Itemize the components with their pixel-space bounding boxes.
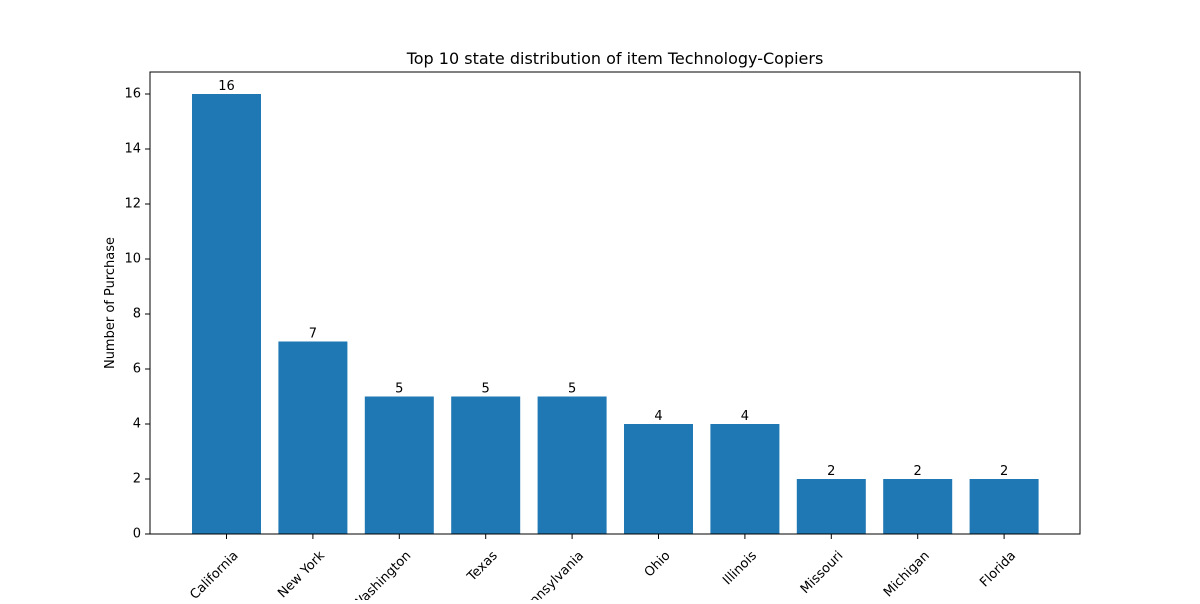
bar [364,396,434,534]
x-tick-label: Pennsylvania [516,548,587,600]
y-tick-label: 2 [133,472,141,487]
bar-value-label: 5 [395,382,403,397]
y-axis: 0 2 4 6 8 10 12 14 16 [124,87,150,542]
x-tick-label: California [187,548,241,600]
bar [969,479,1039,534]
bars-layer [192,94,1039,534]
bar-value-label: 16 [218,79,235,94]
bar [883,479,953,534]
bar [537,396,607,534]
chart-title: Top 10 state distribution of item Techno… [406,49,824,68]
y-tick-label: 0 [133,527,141,542]
y-tick-label: 12 [124,197,141,212]
bar [278,341,348,534]
y-tick-label: 16 [124,87,141,102]
x-axis: California New York Washington Texas Pennsyl… [187,534,1019,604]
x-tick-label: New York [275,548,328,600]
plot-frame [149,71,1081,535]
x-tick-label: Washington [350,548,415,600]
bar-value-label: 5 [568,382,576,397]
bar [192,94,261,534]
y-tick-label: 10 [124,252,141,267]
bar-value-label: 4 [654,409,662,424]
bar-value-label: 2 [827,464,835,479]
bar-value-label: 5 [482,382,490,397]
x-tick-label: Ohio [642,548,674,580]
x-tick-label: Florida [977,548,1019,590]
bar [451,396,521,534]
y-axis-label: Number of Purchase [103,237,118,369]
x-tick-label: Missouri [798,548,846,596]
bar [710,424,780,534]
bar-value-label: 2 [914,464,922,479]
bar-value-label: 2 [1000,464,1008,479]
x-tick-label: Illinois [720,548,760,588]
bar [624,424,693,534]
y-tick-label: 4 [133,417,141,432]
bar-value-label: 7 [309,327,317,342]
x-tick-label: Michigan [881,548,933,600]
bar [796,479,866,534]
bar-value-label: 4 [741,409,749,424]
x-tick-label: Texas [464,548,501,585]
y-tick-label: 8 [133,307,141,322]
y-tick-label: 6 [133,362,141,377]
y-tick-label: 14 [124,142,141,157]
value-labels-layer: 16 7 5 5 5 4 4 2 2 2 [218,79,1008,479]
